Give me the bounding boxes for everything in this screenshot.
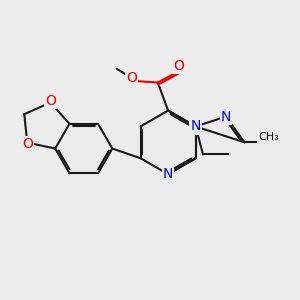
Text: N: N — [163, 167, 173, 181]
Text: O: O — [45, 94, 56, 108]
Text: N: N — [190, 119, 201, 134]
Text: O: O — [173, 59, 184, 73]
Text: N: N — [221, 110, 231, 124]
Text: O: O — [126, 70, 137, 85]
Text: O: O — [22, 137, 33, 152]
Text: CH₃: CH₃ — [258, 132, 279, 142]
